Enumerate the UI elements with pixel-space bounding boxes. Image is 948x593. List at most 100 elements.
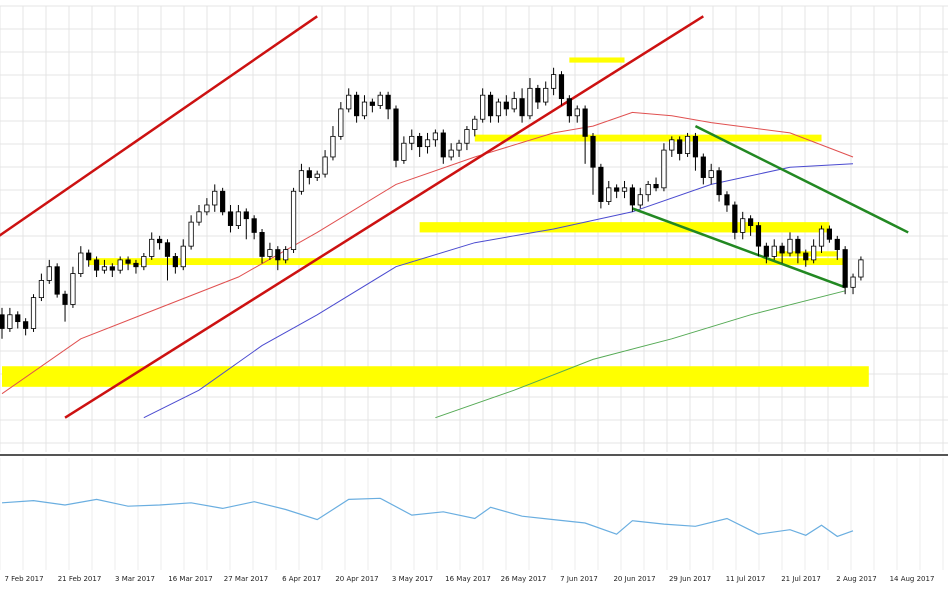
candlestick <box>46 259 52 284</box>
candlesticks <box>0 67 864 339</box>
candlestick <box>621 180 628 199</box>
date-tick-label: 20 Jun 2017 <box>613 575 655 583</box>
date-tick-label: 26 May 2017 <box>501 575 547 583</box>
candle-body-down <box>763 245 769 257</box>
candlestick <box>220 187 226 216</box>
candlestick <box>125 256 131 271</box>
candle-body-up <box>30 297 37 329</box>
candlestick <box>448 143 454 161</box>
candle-body-up <box>551 74 557 89</box>
candlestick <box>803 249 809 267</box>
candle-body-down <box>243 211 249 220</box>
candle-body-up <box>527 87 533 117</box>
candlestick <box>290 187 297 254</box>
candlestick <box>590 132 596 195</box>
candlestick <box>259 229 265 264</box>
candlestick <box>149 232 155 260</box>
candle-body-up <box>322 156 328 175</box>
candlestick <box>251 215 257 240</box>
candlestick <box>598 163 604 209</box>
candle-body-down <box>172 256 178 268</box>
candlestick <box>133 259 139 274</box>
candle-body-down <box>503 101 509 110</box>
candlestick <box>692 132 699 171</box>
candle-body-down <box>393 108 399 161</box>
candlestick <box>38 273 45 302</box>
green-lower-trend-line <box>631 207 846 289</box>
candlestick <box>227 204 234 233</box>
candlestick <box>582 105 588 164</box>
date-tick-label: 27 Mar 2017 <box>224 575 268 583</box>
candlestick <box>243 208 249 240</box>
candle-body-down <box>23 321 29 329</box>
candle-body-up <box>456 142 462 151</box>
candlestick <box>677 136 683 161</box>
date-tick-label: 14 Aug 2017 <box>890 575 935 583</box>
candlestick <box>401 136 407 164</box>
candlestick <box>503 95 509 116</box>
candlestick <box>235 204 241 229</box>
candlestick <box>700 153 706 185</box>
candle-body-down <box>0 314 5 329</box>
candlestick <box>614 184 620 199</box>
candle-body-down <box>558 74 565 100</box>
candle-body-down <box>724 194 730 206</box>
candlestick <box>551 67 557 96</box>
candle-body-down <box>779 245 785 254</box>
candle-body-up <box>574 108 580 117</box>
candlestick <box>283 246 289 264</box>
date-tick-label: 21 Feb 2017 <box>58 575 102 583</box>
candlestick <box>834 235 840 260</box>
candlestick <box>322 150 328 178</box>
candle-body-up <box>204 204 210 213</box>
candlestick <box>377 91 383 109</box>
candlestick <box>353 91 360 123</box>
date-tick-label: 3 May 2017 <box>392 575 433 583</box>
candle-body-down <box>535 87 541 103</box>
candle-body-up <box>645 183 651 196</box>
candle-body-up <box>787 238 793 254</box>
candlestick <box>850 273 856 295</box>
candle-body-down <box>275 249 281 261</box>
candle-body-up <box>346 94 352 110</box>
candlestick <box>369 98 375 113</box>
candle-body-down <box>369 101 375 106</box>
candle-body-up <box>267 249 273 257</box>
candle-body-down <box>109 266 115 271</box>
candlestick <box>558 71 565 106</box>
date-tick-label: 2 Aug 2017 <box>836 575 876 583</box>
candle-body-down <box>125 259 131 264</box>
candle-body-up <box>38 280 45 299</box>
candle-body-down <box>677 139 683 154</box>
candle-body-down <box>353 94 360 117</box>
candle-body-down <box>566 98 572 117</box>
candle-body-up <box>818 228 825 247</box>
candlestick <box>661 143 667 192</box>
candle-body-down <box>385 94 391 110</box>
candle-body-up <box>361 101 368 117</box>
candle-body-up <box>117 259 123 271</box>
candlestick <box>464 126 470 151</box>
candle-body-down <box>54 266 60 295</box>
candle-body-down <box>519 98 525 117</box>
candle-body-up <box>330 135 336 158</box>
candle-body-down <box>795 238 801 254</box>
candlestick <box>519 88 525 123</box>
support-zone <box>419 222 830 233</box>
candle-body-up <box>298 170 305 192</box>
candle-body-up <box>377 94 383 106</box>
date-tick-label: 16 May 2017 <box>445 575 491 583</box>
candle-body-up <box>149 238 155 257</box>
candlestick <box>78 246 84 278</box>
candlestick <box>637 187 643 209</box>
candle-body-up <box>432 132 439 141</box>
candlestick <box>724 191 730 212</box>
candlestick <box>543 81 549 106</box>
date-tick-label: 11 Jul 2017 <box>726 575 766 583</box>
candlestick <box>188 215 194 250</box>
candle-body-up <box>708 170 714 178</box>
candle-body-up <box>543 87 549 103</box>
upper-red-channel-trend-line <box>0 15 318 237</box>
candle-body-down <box>842 249 848 288</box>
